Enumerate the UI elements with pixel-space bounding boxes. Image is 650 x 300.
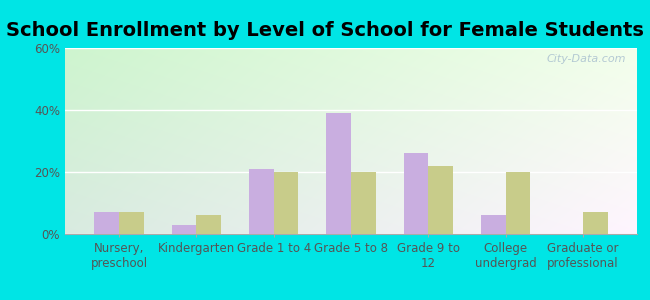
- Bar: [428, 166, 453, 234]
- Bar: [506, 172, 530, 234]
- Bar: [249, 169, 274, 234]
- Bar: [326, 113, 351, 234]
- Bar: [404, 153, 428, 234]
- Bar: [94, 212, 119, 234]
- Text: City-Data.com: City-Data.com: [546, 54, 625, 64]
- Bar: [583, 212, 608, 234]
- Bar: [274, 172, 298, 234]
- Bar: [351, 172, 376, 234]
- Bar: [196, 215, 221, 234]
- Bar: [481, 215, 506, 234]
- Text: School Enrollment by Level of School for Female Students: School Enrollment by Level of School for…: [6, 21, 644, 40]
- Bar: [172, 225, 196, 234]
- Bar: [119, 212, 144, 234]
